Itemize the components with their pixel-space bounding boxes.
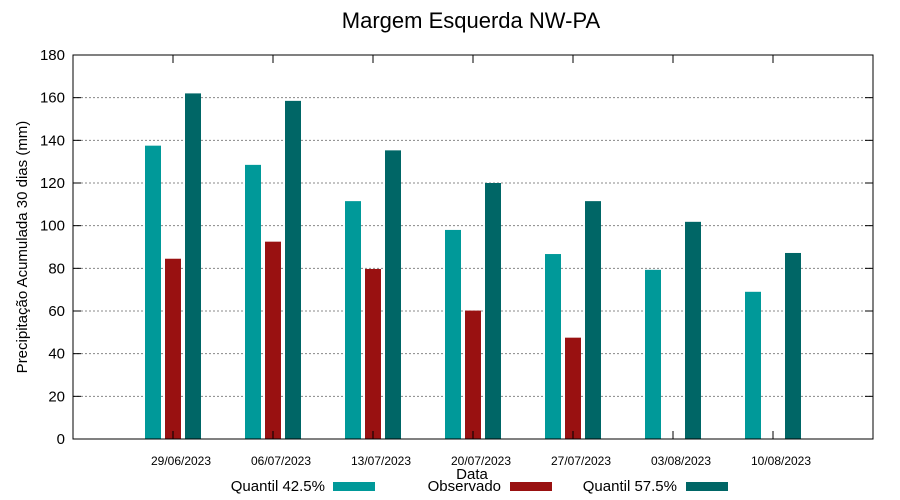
bar-0-2 xyxy=(345,201,361,439)
legend-label-1: Observado xyxy=(428,478,501,495)
x-category-label: 29/06/2023 xyxy=(151,454,211,468)
y-tick-label: 40 xyxy=(48,346,65,363)
bar-0-3 xyxy=(445,229,461,439)
x-categories: 29/06/2023 06/07/2023 13/07/2023 20/07/2023… xyxy=(151,55,811,468)
x-category-label: 06/07/2023 xyxy=(251,454,311,468)
bar-1-4 xyxy=(565,337,581,439)
legend-swatch-0 xyxy=(333,482,375,491)
bar-2-4 xyxy=(585,201,601,439)
bar-1-3 xyxy=(465,310,481,439)
bar-1-2 xyxy=(365,268,381,439)
bar-2-3 xyxy=(485,183,501,439)
bar-2-2 xyxy=(385,150,401,440)
chart-title: Margem Esquerda NW-PA xyxy=(342,8,601,33)
bar-1-0 xyxy=(165,258,181,439)
x-category-label: 27/07/2023 xyxy=(551,454,611,468)
y-tick-label: 60 xyxy=(48,303,65,320)
legend-swatch-1 xyxy=(510,482,552,491)
legend-label-0: Quantil 42.5% xyxy=(231,478,325,495)
bar-0-5 xyxy=(645,269,661,439)
y-tick-label: 140 xyxy=(40,132,65,149)
y-tick-label: 100 xyxy=(40,218,65,235)
y-tick-label: 120 xyxy=(40,175,65,192)
legend: Quantil 42.5% Observado Quantil 57.5% xyxy=(231,478,728,495)
x-axis-label: Data xyxy=(456,466,488,483)
y-tick-label: 20 xyxy=(48,388,65,405)
legend-label-2: Quantil 57.5% xyxy=(583,478,677,495)
x-category-label: 10/08/2023 xyxy=(751,454,811,468)
y-tick-label: 180 xyxy=(40,47,65,64)
bar-0-1 xyxy=(245,164,261,439)
y-tick-label: 80 xyxy=(48,260,65,277)
legend-swatch-2 xyxy=(686,482,728,491)
bar-0-0 xyxy=(145,145,161,439)
y-tick-label: 0 xyxy=(57,431,65,448)
bars-layer xyxy=(145,93,801,440)
bar-0-6 xyxy=(745,291,761,439)
bar-2-5 xyxy=(685,221,701,439)
bar-2-1 xyxy=(285,100,301,439)
bar-2-0 xyxy=(185,93,201,440)
bar-1-1 xyxy=(265,241,281,439)
bar-2-6 xyxy=(785,252,801,439)
y-ticks: 0 20 40 60 80 100 120 140 160 180 xyxy=(40,47,873,448)
y-axis-label: Precipitação Acumulada 30 dias (mm) xyxy=(14,121,31,374)
y-tick-label: 160 xyxy=(40,90,65,107)
x-category-label: 03/08/2023 xyxy=(651,454,711,468)
bar-0-4 xyxy=(545,254,561,439)
x-category-label: 20/07/2023 xyxy=(451,454,511,468)
x-category-label: 13/07/2023 xyxy=(351,454,411,468)
